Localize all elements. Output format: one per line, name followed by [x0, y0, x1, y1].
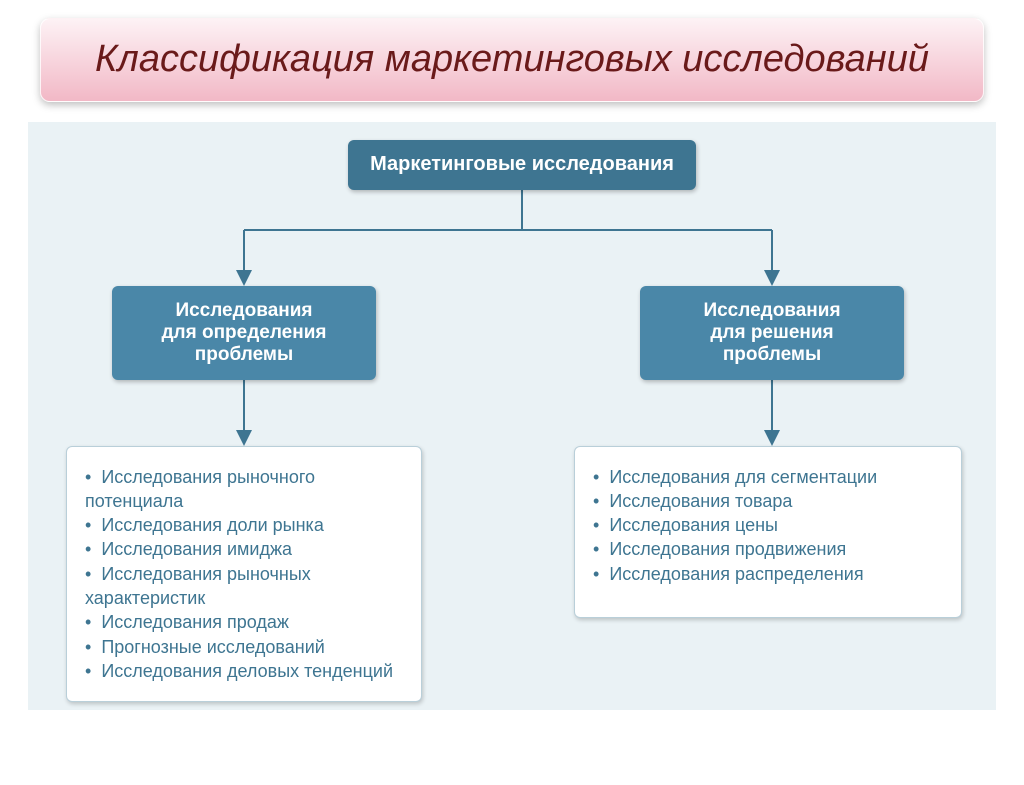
list-item: Исследования продаж — [85, 610, 403, 634]
slide-title-text: Классификация маркетинговых исследований — [95, 38, 929, 80]
list-item: Исследования товара — [593, 489, 943, 513]
left-list-box: Исследования рыночного потенциалаИсследо… — [66, 446, 422, 703]
list-item: Исследования рыночных характеристик — [85, 562, 403, 611]
right-list: Исследования для сегментацииИсследования… — [593, 465, 943, 586]
left-branch-label: Исследования для определения проблемы — [143, 300, 344, 366]
diagram-area: Маркетинговые исследования Исследования … — [28, 122, 996, 710]
root-node: Маркетинговые исследования — [348, 140, 696, 190]
list-item: Исследования цены — [593, 513, 943, 537]
right-branch-label: Исследования для решения проблемы — [685, 300, 858, 366]
left-list: Исследования рыночного потенциалаИсследо… — [85, 465, 403, 684]
list-item: Исследования продвижения — [593, 537, 943, 561]
right-branch-node: Исследования для решения проблемы — [640, 286, 904, 380]
list-item: Исследования деловых тенденций — [85, 659, 403, 683]
left-branch-node: Исследования для определения проблемы — [112, 286, 376, 380]
list-item: Исследования доли рынка — [85, 513, 403, 537]
root-node-label: Маркетинговые исследования — [370, 153, 674, 176]
list-item: Прогнозные исследований — [85, 635, 403, 659]
list-item: Исследования распределения — [593, 562, 943, 586]
list-item: Исследования для сегментации — [593, 465, 943, 489]
slide-title: Классификация маркетинговых исследований — [40, 18, 984, 102]
list-item: Исследования имиджа — [85, 537, 403, 561]
list-item: Исследования рыночного потенциала — [85, 465, 403, 514]
right-list-box: Исследования для сегментацииИсследования… — [574, 446, 962, 618]
